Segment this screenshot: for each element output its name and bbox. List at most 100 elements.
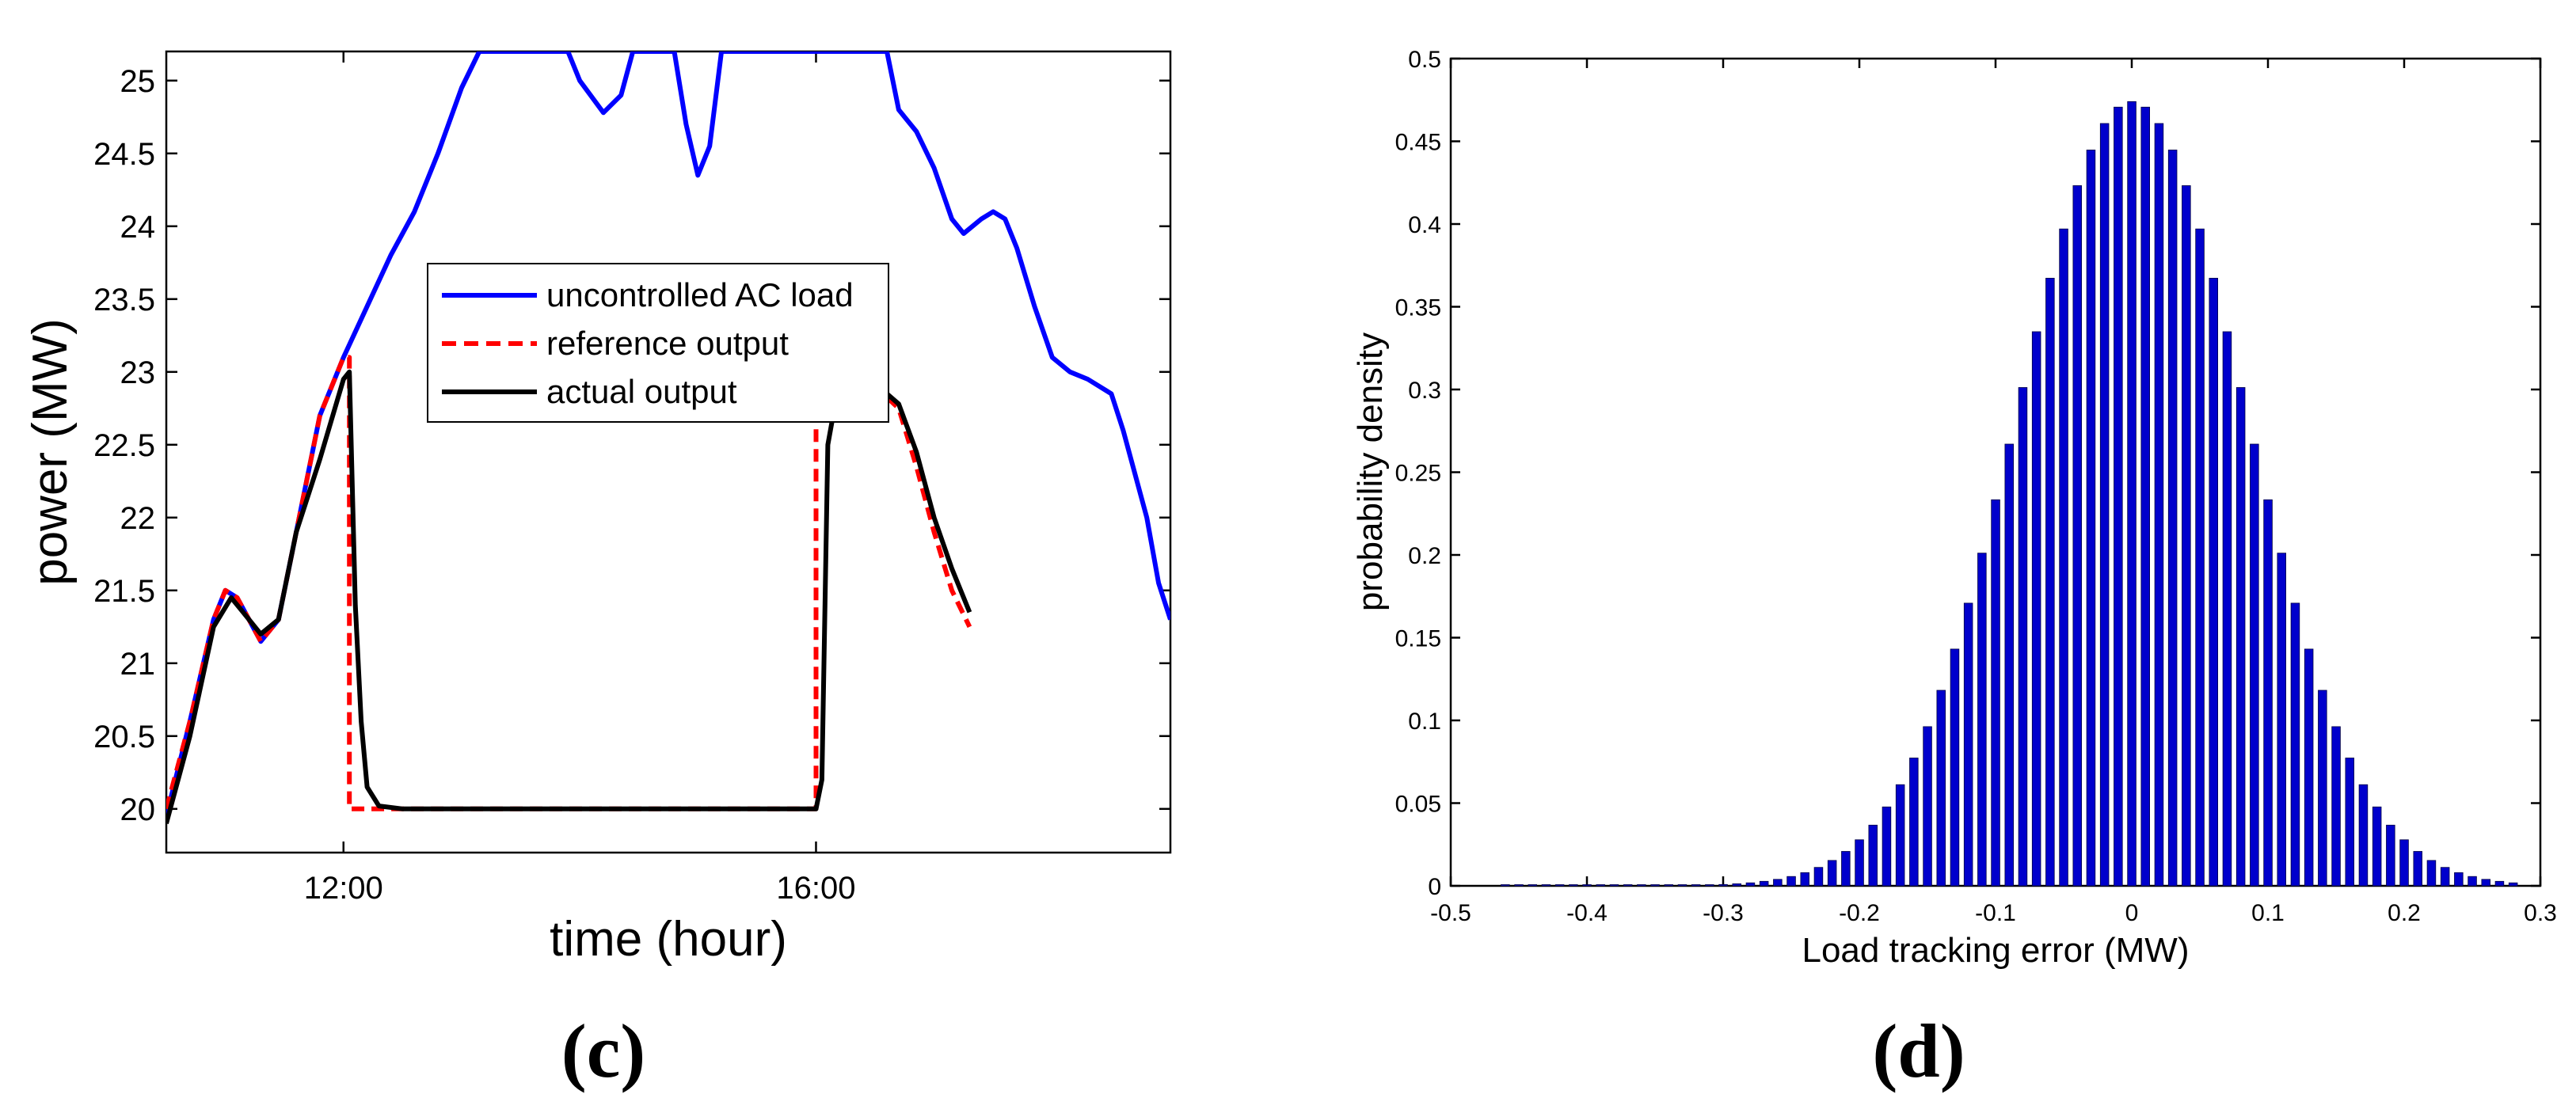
chart-panel-d: 0 0.05 0.1 0.15 0.2 0.25 0.3 0.35 0.4 0.45 0.5 -0.… — [1351, 47, 2557, 1093]
histogram-bar — [1991, 499, 2000, 887]
histogram-bar — [1677, 884, 1688, 887]
series-line-reference — [166, 325, 972, 811]
histogram-bar — [2099, 123, 2110, 887]
histogram-bar — [2072, 185, 2082, 887]
histogram-bar — [2331, 726, 2341, 887]
histogram-bar — [2481, 879, 2490, 887]
histogram-bar — [1582, 884, 1592, 887]
histogram-bar — [2059, 228, 2068, 887]
histogram-bar — [2114, 106, 2123, 887]
histogram-bar — [1745, 882, 1756, 887]
histogram-bar — [1541, 884, 1551, 887]
y-tick-label-c: 20 — [120, 792, 156, 827]
legend-c: uncontrolled AC load reference output ac… — [427, 263, 889, 423]
histogram-bar — [1691, 884, 1701, 887]
histogram-bar — [2140, 106, 2150, 887]
y-tick-label-c: 20.5 — [93, 720, 155, 754]
y-tick-label-c: 21 — [120, 647, 156, 682]
panel-caption-d: (d) — [1872, 1009, 1965, 1093]
histogram-bar — [1759, 880, 1769, 887]
y-axis-label-d: probability density — [1351, 332, 1390, 611]
histogram-bar — [2386, 824, 2395, 887]
histogram-bar — [2304, 648, 2314, 887]
histogram-bar — [2494, 880, 2505, 887]
histogram-bar — [2318, 690, 2327, 887]
histogram-bar — [2372, 806, 2382, 887]
y-axis-d: 0 0.05 0.1 0.15 0.2 0.25 0.3 0.35 0.4 0.45 0.5 — [1395, 47, 2540, 900]
histogram-bar — [2209, 277, 2218, 887]
histogram-bar — [1569, 884, 1578, 887]
histogram-bar — [1868, 824, 1878, 887]
x-tick-label-c: 16:00 — [776, 871, 855, 906]
y-tick-label-c: 25 — [120, 64, 156, 99]
series-group-c — [166, 51, 1170, 824]
legend-box — [427, 263, 889, 423]
histogram-bar — [1705, 884, 1714, 887]
y-tick-label-d: 0.1 — [1408, 709, 1441, 735]
y-tick-label-c: 22 — [120, 501, 156, 536]
x-tick-label-d: 0.1 — [2251, 900, 2285, 926]
histogram-bar — [2182, 185, 2191, 887]
histogram-bar — [1637, 884, 1646, 887]
histogram-bar — [1786, 876, 1796, 887]
histogram-bar — [2086, 150, 2096, 887]
histogram-bar — [1528, 884, 1538, 887]
histogram-bar — [1855, 839, 1864, 887]
x-axis-label-d: Load tracking error (MW) — [1802, 931, 2189, 970]
histogram-bar — [2277, 553, 2286, 887]
panel-caption-c: (c) — [561, 1009, 646, 1093]
histogram-bar — [1827, 860, 1837, 887]
histogram-bar — [1813, 867, 1824, 887]
histogram-bar — [1800, 872, 1809, 887]
histogram-bar — [2426, 860, 2437, 887]
histogram-bar — [1623, 884, 1633, 887]
series-line-uncontrolled — [166, 51, 1170, 817]
x-tick-label-d: 0.3 — [2524, 900, 2557, 926]
histogram-bar — [2250, 443, 2259, 887]
bars-group-d — [1501, 101, 2518, 887]
histogram-bar — [1514, 884, 1524, 887]
histogram-bar — [2468, 876, 2477, 887]
legend-label-reference: reference output — [546, 325, 789, 362]
histogram-bar — [1936, 690, 1946, 887]
y-tick-label-c: 22.5 — [93, 428, 155, 463]
y-tick-label-c: 23.5 — [93, 283, 155, 317]
histogram-bar — [1596, 884, 1606, 887]
histogram-bar — [1501, 884, 1510, 887]
histogram-bar — [1882, 806, 1892, 887]
y-tick-label-d: 0 — [1428, 874, 1441, 900]
histogram-bar — [1950, 648, 1960, 887]
x-tick-label-d: -0.5 — [1430, 900, 1471, 926]
histogram-bar — [2018, 387, 2028, 887]
y-tick-label-d: 0.5 — [1408, 47, 1441, 73]
histogram-bar — [2167, 150, 2178, 887]
histogram-bar — [2263, 499, 2273, 887]
histogram-bar — [1923, 726, 1932, 887]
y-tick-label-c: 21.5 — [93, 574, 155, 609]
y-axis-label-c: power (MW) — [23, 318, 78, 586]
histogram-bar — [1609, 884, 1619, 887]
y-tick-label-d: 0.25 — [1395, 461, 1441, 487]
y-tick-label-c: 24.5 — [93, 137, 155, 172]
histogram-bar — [1841, 851, 1851, 887]
histogram-bar — [2222, 331, 2232, 887]
histogram-bar — [2345, 758, 2354, 887]
histogram-bar — [2045, 277, 2055, 887]
histogram-bar — [1963, 602, 1973, 887]
chart-panel-c: 20 20.5 21 21.5 22 22.5 23 23.5 24 24.5 25 12:00 16… — [23, 50, 1172, 1093]
x-tick-label-d: 0 — [2125, 900, 2139, 926]
y-tick-label-d: 0.35 — [1395, 295, 1441, 321]
histogram-bar — [2290, 602, 2300, 887]
histogram-bar — [2399, 839, 2409, 887]
x-tick-label-d: -0.2 — [1839, 900, 1880, 926]
y-tick-label-d: 0.05 — [1395, 792, 1441, 818]
histogram-bar — [1554, 884, 1565, 887]
histogram-bar — [2413, 851, 2422, 887]
histogram-bar — [2154, 123, 2164, 887]
histogram-bar — [2454, 872, 2464, 887]
histogram-bar — [1773, 879, 1783, 887]
histogram-bar — [2031, 331, 2041, 887]
y-tick-label-d: 0.45 — [1395, 130, 1441, 156]
histogram-bar — [1895, 784, 1905, 887]
histogram-bar — [2235, 387, 2246, 887]
